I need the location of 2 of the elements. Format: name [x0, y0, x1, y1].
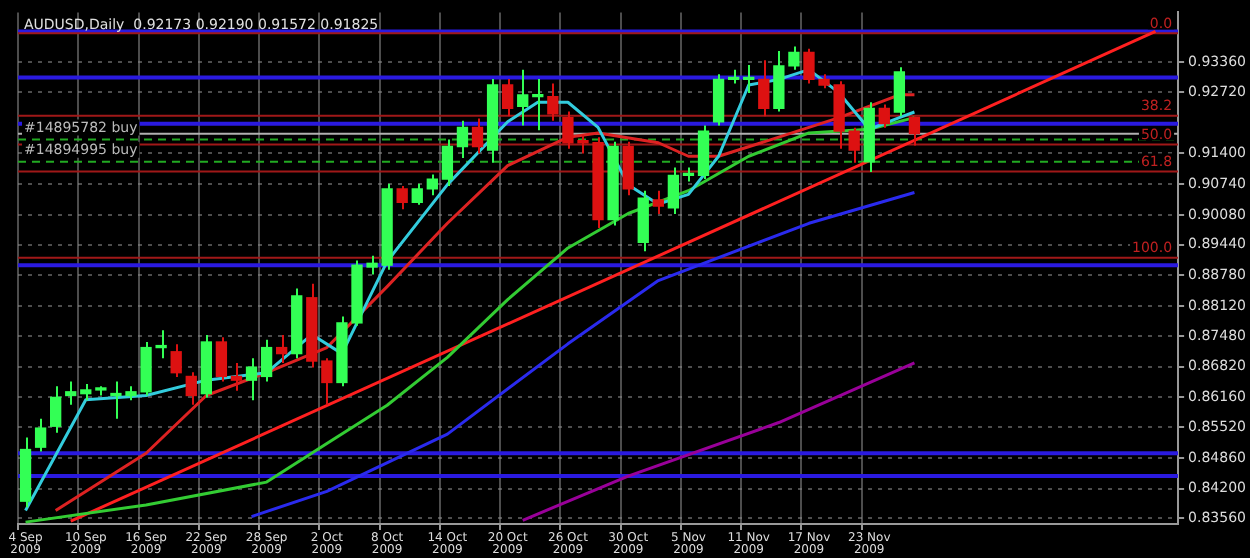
candlestick [95, 385, 107, 397]
candlestick [547, 82, 559, 122]
